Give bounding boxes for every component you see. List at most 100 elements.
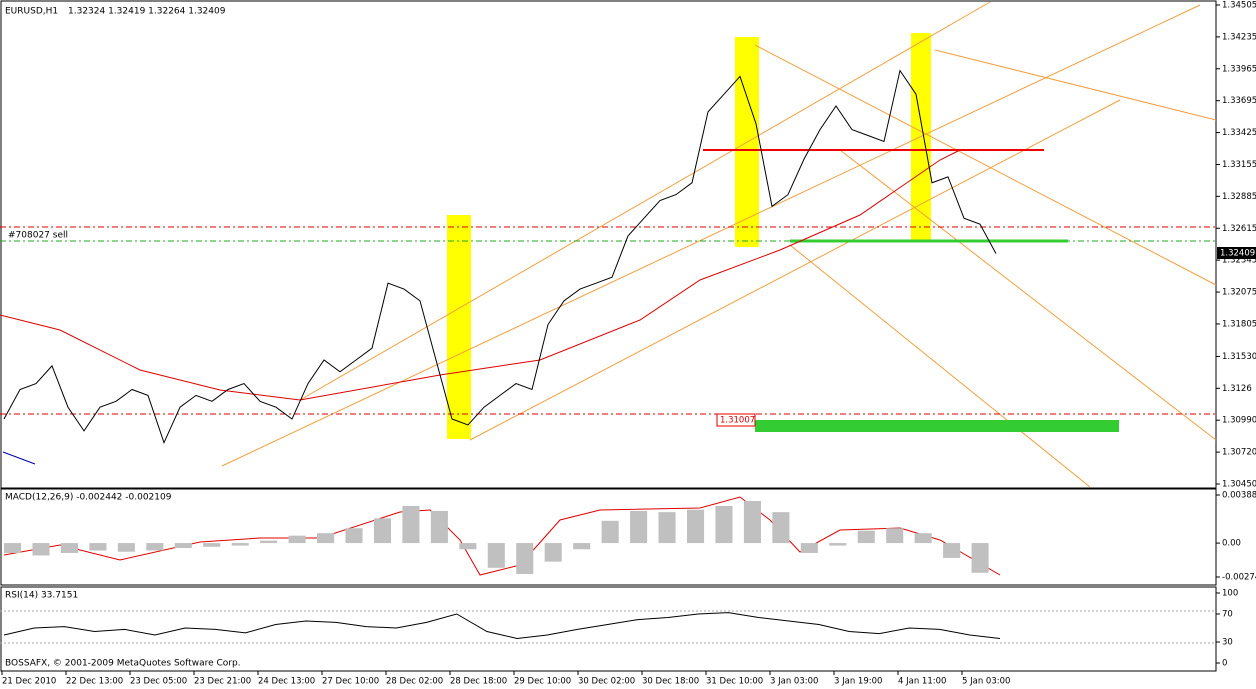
quote: 1.32324 1.32419 1.32264 1.32409 (68, 7, 226, 17)
price-label: 1.30450 (1222, 480, 1256, 490)
price-label: 1.3126 (1222, 384, 1252, 394)
macd-bar (373, 518, 392, 544)
time-label: 5 Jan 03:00 (962, 677, 1010, 687)
time-label: 30 Dec 02:00 (578, 677, 635, 687)
price-label: 1.34235 (1222, 32, 1256, 42)
time-label: 23 Dec 05:00 (130, 677, 187, 687)
current-price: 1.32409 (1220, 249, 1255, 259)
symbol: EURUSD,H1 (5, 7, 58, 17)
macd-bar (943, 543, 961, 558)
price-label: 1.31805 (1222, 319, 1256, 329)
macd-bar (886, 528, 904, 544)
time-label: 28 Dec 18:00 (450, 677, 507, 687)
time-label: 24 Dec 13:00 (258, 677, 315, 687)
macd-axis-label: 0.00 (1222, 539, 1241, 549)
macd-bar (601, 520, 619, 544)
price-label: 1.33425 (1222, 128, 1256, 138)
macd-bar (60, 543, 78, 553)
price-line (3, 69, 997, 445)
line (2, 451, 36, 465)
level-box (716, 413, 756, 427)
macd-bar (829, 543, 847, 546)
time-label: 3 Jan 19:00 (834, 677, 882, 687)
trend-line (839, 149, 1217, 441)
macd-bar (800, 543, 818, 553)
time-label: 29 Dec 10:00 (514, 677, 571, 687)
macd-bar (345, 528, 363, 544)
macd-bar (4, 543, 22, 553)
price-label: 1.32345 (1222, 256, 1256, 266)
time-label: 30 Dec 18:00 (642, 677, 699, 687)
macd-bar (772, 512, 790, 544)
macd-bar (487, 543, 505, 568)
macd-bar (203, 543, 221, 547)
macd-bar (686, 509, 705, 544)
macd-bar (459, 543, 477, 550)
price-label: 1.34505 (1222, 1, 1256, 11)
price-label: 1.30720 (1222, 448, 1256, 458)
copyright: BOSSAFX, © 2001-2009 MetaQuotes Software… (5, 659, 241, 669)
macd-bar (630, 510, 648, 544)
time-label: 28 Dec 02:00 (386, 677, 443, 687)
rsi-axis-label: 0 (1222, 659, 1227, 669)
moving-average (0, 149, 961, 401)
trend-line (299, 1, 991, 401)
macd-bar (89, 543, 107, 551)
time-label: 27 Dec 10:00 (322, 677, 379, 687)
annotations (0, 1, 1256, 488)
macd-bar (174, 543, 192, 549)
rsi-axis-label: 70 (1222, 610, 1233, 620)
target-zone (755, 420, 1119, 432)
trend-line (469, 99, 1121, 441)
rsi-label: RSI(14) 33.7151 (5, 591, 78, 601)
macd-panel (0, 488, 1217, 586)
macd-bar (288, 535, 306, 544)
macd-bar (857, 530, 875, 544)
macd-bar (430, 510, 448, 544)
time-label: 4 Jan 11:00 (898, 677, 946, 687)
time-label: 22 Dec 13:00 (66, 677, 123, 687)
macd-bar (573, 543, 591, 550)
price-label: 1.32885 (1222, 192, 1256, 202)
rsi-axis-label: 30 (1222, 638, 1233, 648)
macd-bar (317, 533, 335, 544)
price-label: 1.32615 (1222, 224, 1256, 234)
time-label: 21 Dec 2010 (2, 677, 56, 687)
macd-axis-label: 0.003886 (1222, 491, 1256, 501)
price-label: 1.33965 (1222, 64, 1256, 74)
macd-bar (971, 543, 989, 573)
price-label: 1.30990 (1222, 416, 1256, 426)
macd-label: MACD(12,26,9) -0.002442 -0.002109 (5, 493, 172, 503)
macd-bar (516, 543, 534, 575)
trend-line (934, 49, 1217, 121)
time-label: 23 Dec 21:00 (194, 677, 251, 687)
rsi-line (3, 612, 1001, 640)
price-box (1217, 247, 1256, 259)
trend-line (754, 44, 1217, 286)
macd-bar (743, 501, 761, 544)
macd-bar (715, 505, 733, 544)
macd-bar (32, 543, 50, 556)
price-label: 1.33155 (1222, 160, 1256, 170)
macd-bar (231, 543, 249, 546)
level-label: 1.31007 (720, 416, 755, 426)
rsi-axis-label: 100 (1222, 589, 1238, 599)
price-label: 1.32075 (1222, 288, 1256, 298)
macd-bar (117, 543, 135, 552)
macd-bar (146, 543, 164, 551)
macd-bar (402, 505, 420, 544)
rsi-panel (0, 586, 1217, 672)
price-label: 1.33695 (1222, 96, 1256, 106)
price-label: 1.31530 (1222, 352, 1256, 362)
order-label: #708027 sell (8, 231, 68, 241)
main-panel (0, 0, 1217, 489)
macd-bar (544, 543, 562, 562)
trend-line (221, 4, 1201, 467)
trend-line (789, 244, 1091, 488)
highlight (447, 215, 471, 439)
time-label: 3 Jan 03:00 (770, 677, 818, 687)
time-label: 31 Dec 10:00 (706, 677, 763, 687)
macd-bar (914, 533, 932, 544)
macd-axis-label: -0.002742 (1222, 573, 1256, 583)
